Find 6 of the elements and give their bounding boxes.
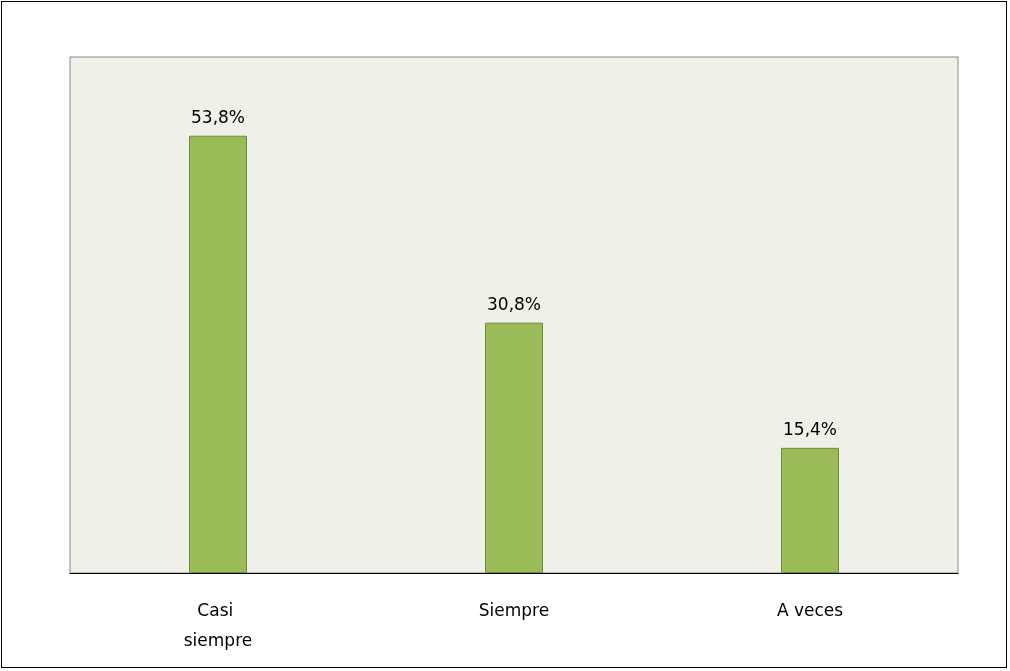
- x-tick-label: Siempre: [478, 600, 550, 620]
- x-tick-label: Casi siempre: [183, 600, 253, 650]
- data-label: 30,8%: [486, 294, 542, 315]
- x-tick-label: A veces: [776, 600, 844, 620]
- data-label: 53,8%: [190, 107, 246, 128]
- data-label: 15,4%: [782, 419, 838, 440]
